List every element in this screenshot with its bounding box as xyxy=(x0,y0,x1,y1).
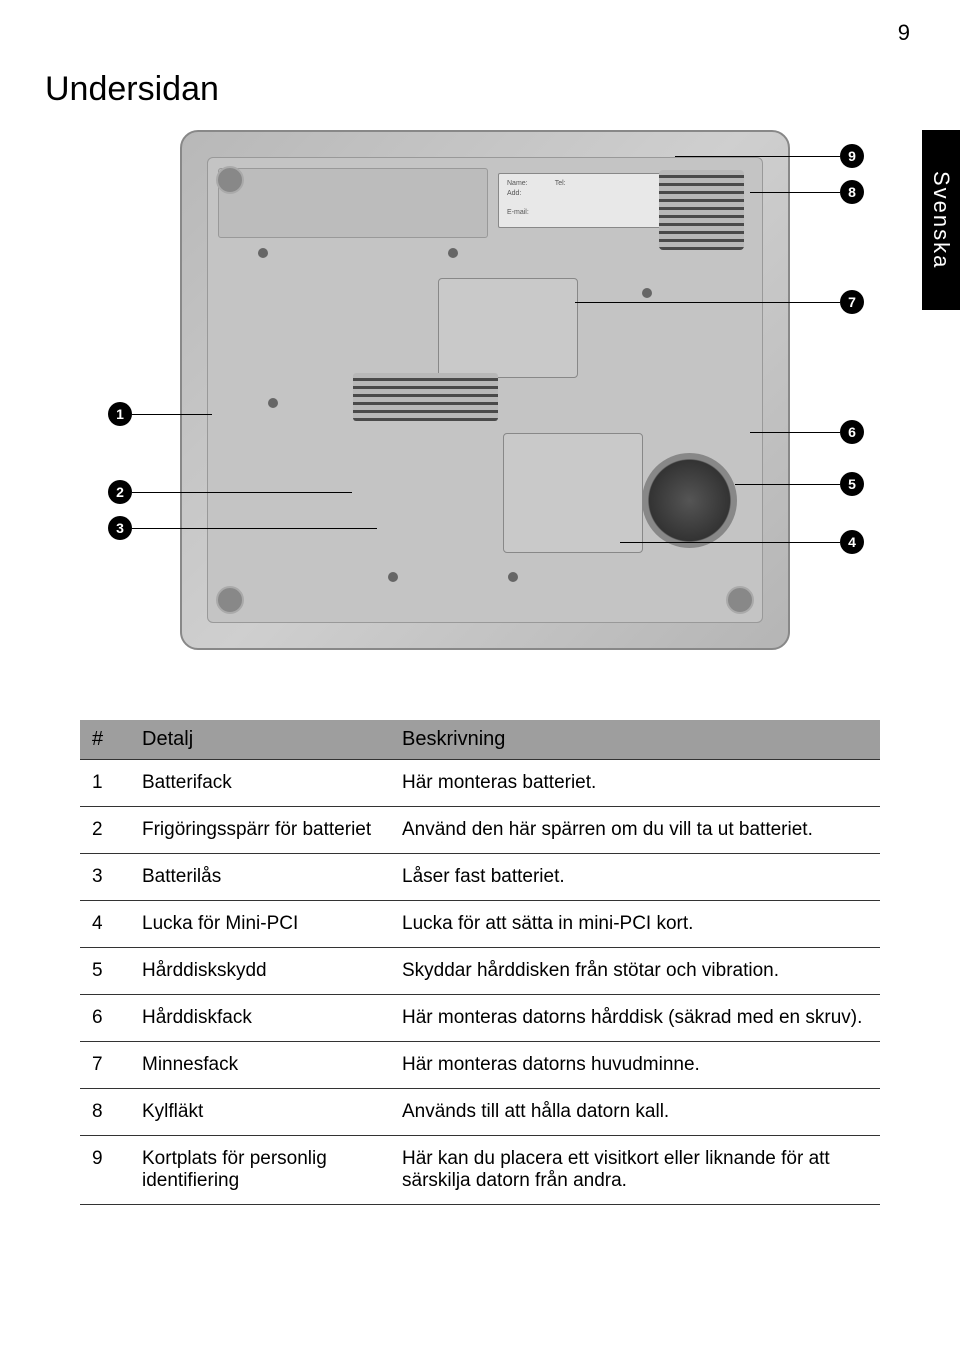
table-cell: Används till att hålla datorn kall. xyxy=(390,1089,880,1136)
screw-icon xyxy=(258,248,268,258)
screw-icon xyxy=(508,572,518,582)
screw-icon xyxy=(448,248,458,258)
table-cell: Hårddiskfack xyxy=(130,995,390,1042)
table-row: 6HårddiskfackHär monteras datorns hårddi… xyxy=(80,995,880,1042)
callout-3: 3 xyxy=(108,516,132,540)
table-row: 7MinnesfackHär monteras datorns huvudmin… xyxy=(80,1042,880,1089)
callout-line xyxy=(735,484,840,485)
callout-line xyxy=(620,542,840,543)
battery-bay xyxy=(218,168,488,238)
table-cell: 1 xyxy=(80,760,130,807)
table-cell: 7 xyxy=(80,1042,130,1089)
callout-line xyxy=(675,156,840,157)
callout-line xyxy=(132,528,377,529)
card-add-label: Add: xyxy=(507,190,521,197)
table-header-row: # Detalj Beskrivning xyxy=(80,720,880,760)
card-tel-label: Tel: xyxy=(555,180,566,187)
callout-7: 7 xyxy=(840,290,864,314)
card-email-label: E-mail: xyxy=(507,209,529,216)
table-cell: Lucka för att sätta in mini-PCI kort. xyxy=(390,901,880,948)
hdd-cover xyxy=(642,453,737,548)
pci-cover xyxy=(503,433,643,553)
screw-icon xyxy=(268,398,278,408)
table-row: 2Frigöringsspärr för batterietAnvänd den… xyxy=(80,807,880,854)
table-cell: Frigöringsspärr för batteriet xyxy=(130,807,390,854)
callout-6: 6 xyxy=(840,420,864,444)
callout-line xyxy=(750,432,840,433)
id-card-slot: Name: Tel: Add: E-mail: xyxy=(498,173,683,228)
callout-9: 9 xyxy=(840,144,864,168)
table-cell: Här monteras datorns huvudminne. xyxy=(390,1042,880,1089)
language-tab-label: Svenska xyxy=(928,171,954,269)
table-cell: Hårddiskskydd xyxy=(130,948,390,995)
spec-table: # Detalj Beskrivning 1BatterifackHär mon… xyxy=(80,720,880,1205)
table-cell: 6 xyxy=(80,995,130,1042)
table-cell: 3 xyxy=(80,854,130,901)
callout-8: 8 xyxy=(840,180,864,204)
language-tab: Svenska xyxy=(922,130,960,310)
table-cell: Här kan du placera ett visitkort eller l… xyxy=(390,1136,880,1205)
screw-icon xyxy=(642,288,652,298)
table-row: 5HårddiskskyddSkyddar hårddisken från st… xyxy=(80,948,880,995)
callout-line xyxy=(750,192,840,193)
table-cell: Använd den här spärren om du vill ta ut … xyxy=(390,807,880,854)
card-name-label: Name: xyxy=(507,180,528,187)
table-cell: Batterifack xyxy=(130,760,390,807)
page-title: Undersidan xyxy=(45,70,219,109)
vent-mid-icon xyxy=(353,373,498,421)
table-cell: 2 xyxy=(80,807,130,854)
callout-1: 1 xyxy=(108,402,132,426)
rubber-foot-icon xyxy=(216,166,244,194)
callout-5: 5 xyxy=(840,472,864,496)
table-cell: Kylfläkt xyxy=(130,1089,390,1136)
callout-line xyxy=(132,492,352,493)
table-cell: Batterilås xyxy=(130,854,390,901)
col-num: # xyxy=(80,720,130,760)
table-cell: 8 xyxy=(80,1089,130,1136)
table-cell: Lucka för Mini-PCI xyxy=(130,901,390,948)
table-row: 8KylfläktAnvänds till att hålla datorn k… xyxy=(80,1089,880,1136)
callout-line xyxy=(575,302,840,303)
rubber-foot-icon xyxy=(216,586,244,614)
table-row: 9Kortplats för personlig identifieringHä… xyxy=(80,1136,880,1205)
rubber-foot-icon xyxy=(726,586,754,614)
table-cell: Skyddar hårddisken från stötar och vibra… xyxy=(390,948,880,995)
table-cell: Här monteras batteriet. xyxy=(390,760,880,807)
laptop-underside: Name: Tel: Add: E-mail: xyxy=(180,130,790,650)
table-cell: Kortplats för personlig identifiering xyxy=(130,1136,390,1205)
col-detail: Detalj xyxy=(130,720,390,760)
fan-vent-icon xyxy=(659,170,744,250)
callout-4: 4 xyxy=(840,530,864,554)
table-cell: 5 xyxy=(80,948,130,995)
memory-cover xyxy=(438,278,578,378)
laptop-inner: Name: Tel: Add: E-mail: xyxy=(207,157,763,623)
table-cell: 4 xyxy=(80,901,130,948)
table-cell: Här monteras datorns hårddisk (säkrad me… xyxy=(390,995,880,1042)
table-row: 4Lucka för Mini-PCILucka för att sätta i… xyxy=(80,901,880,948)
callout-2: 2 xyxy=(108,480,132,504)
diagram: Name: Tel: Add: E-mail: 1 2 xyxy=(180,130,800,670)
col-desc: Beskrivning xyxy=(390,720,880,760)
table-cell: 9 xyxy=(80,1136,130,1205)
table-cell: Minnesfack xyxy=(130,1042,390,1089)
table-row: 3BatterilåsLåser fast batteriet. xyxy=(80,854,880,901)
callout-line xyxy=(132,414,212,415)
page-number: 9 xyxy=(898,20,910,46)
table-row: 1BatterifackHär monteras batteriet. xyxy=(80,760,880,807)
screw-icon xyxy=(388,572,398,582)
table-cell: Låser fast batteriet. xyxy=(390,854,880,901)
